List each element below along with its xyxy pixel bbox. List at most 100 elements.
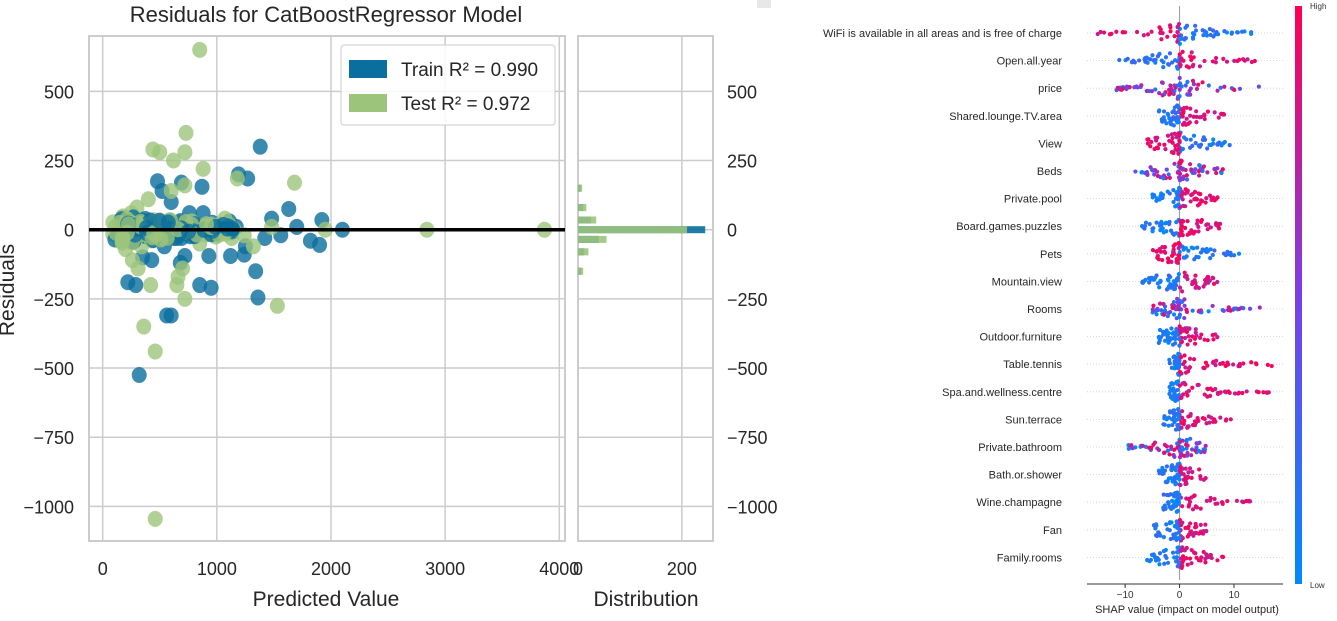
shap-dot <box>1155 281 1160 286</box>
shap-dot <box>1198 558 1203 563</box>
shap-dot <box>1183 525 1188 531</box>
shap-dot <box>1115 85 1120 90</box>
shap-dot <box>1152 553 1157 559</box>
shap-dot <box>1185 79 1190 84</box>
shap-dot <box>1145 32 1151 37</box>
colorbar-high-label: High <box>1310 2 1326 11</box>
shap-dot <box>1196 448 1201 453</box>
shap-dot <box>1135 85 1140 90</box>
shap-dot <box>1177 327 1182 332</box>
shap-dot <box>1247 306 1253 311</box>
shap-dot <box>1194 284 1199 289</box>
shap-dot <box>1133 169 1138 174</box>
shap-dot <box>1171 279 1176 284</box>
test-point <box>229 170 245 187</box>
shap-dot <box>1194 420 1199 425</box>
test-point <box>115 231 131 248</box>
shap-dot <box>1186 504 1191 509</box>
shap-dot <box>1178 521 1183 526</box>
shap-dot <box>1176 307 1181 312</box>
train-point <box>201 247 217 264</box>
shap-dot <box>1153 57 1158 63</box>
shap-dot <box>1171 312 1177 317</box>
residuals-x-tick-labels: 0 1000 2000 3000 4000 <box>98 559 580 579</box>
shap-dot <box>1168 536 1173 542</box>
x-tick-label: 0 <box>98 559 108 579</box>
shap-dot <box>1205 170 1210 175</box>
shap-dot <box>1202 366 1207 371</box>
shap-dot <box>1198 250 1204 255</box>
shap-dot <box>1169 150 1175 155</box>
shap-feature-labels: WiFi is available in all areas and is fr… <box>823 28 1063 564</box>
shap-dot <box>1179 425 1184 430</box>
shap-dot <box>1178 395 1183 401</box>
shap-dot <box>1180 409 1185 414</box>
shap-dot <box>1208 256 1213 261</box>
shap-dot <box>1170 285 1176 290</box>
shap-dot <box>1142 223 1148 229</box>
shap-dot <box>1166 423 1171 428</box>
shap-dot <box>1171 408 1176 413</box>
shap-dot <box>1176 116 1181 121</box>
shap-dot <box>1132 85 1137 90</box>
shap-dot <box>1188 113 1193 118</box>
shap-dot <box>1202 58 1207 64</box>
shap-dot <box>1158 196 1163 201</box>
shap-dot <box>1178 450 1183 456</box>
shap-dot <box>1154 249 1160 254</box>
test-point <box>130 260 146 277</box>
shap-dot <box>1177 343 1182 348</box>
shap-dot <box>1215 558 1220 563</box>
shap-dot <box>1165 335 1170 340</box>
shap-dot <box>1183 255 1188 260</box>
test-dist-bar <box>578 248 589 256</box>
shap-dot <box>1188 162 1193 167</box>
shap-dot <box>1149 139 1154 145</box>
shap-dot <box>1227 390 1232 395</box>
shap-dot <box>1219 170 1224 176</box>
shap-dot <box>1191 55 1196 60</box>
shap-dot <box>1197 201 1202 206</box>
shap-dot <box>1187 356 1193 361</box>
shap-dot <box>1213 386 1218 392</box>
shap-dot <box>1166 340 1171 345</box>
shap-dot <box>1176 545 1181 550</box>
shap-dot <box>1218 85 1223 90</box>
shap-dot <box>1136 58 1142 63</box>
shap-feature-label: Mountain.view <box>992 276 1062 288</box>
shap-dot <box>1215 501 1220 506</box>
shap-dot <box>1180 122 1186 127</box>
shap-dot <box>1228 417 1233 422</box>
shap-dot <box>1177 253 1182 258</box>
shap-dot <box>1227 143 1232 148</box>
test-point <box>175 260 191 277</box>
shap-dot <box>1200 137 1205 142</box>
shap-dot <box>1166 493 1171 498</box>
shap-dot <box>1171 123 1176 128</box>
y-tick-label: −750 <box>33 428 74 448</box>
shap-dot <box>1192 32 1197 37</box>
shap-dot <box>1109 31 1114 36</box>
shap-dot <box>1188 521 1193 526</box>
shap-dot <box>1265 362 1270 367</box>
shap-dot <box>1187 88 1192 93</box>
shap-dot <box>1196 229 1201 234</box>
shap-dot <box>1180 545 1185 550</box>
shap-dot <box>1205 109 1211 114</box>
shap-dot <box>1170 381 1175 387</box>
shap-dot <box>1173 147 1178 152</box>
shap-dot <box>1181 361 1186 367</box>
shap-dot <box>1221 56 1226 62</box>
shap-dot <box>1168 117 1173 122</box>
shap-dot <box>1224 59 1230 64</box>
shap-dot <box>1160 93 1165 98</box>
shap-dot <box>1193 140 1198 146</box>
shap-dot <box>1182 353 1187 358</box>
shap-dot <box>1184 439 1189 444</box>
shap-dot <box>1158 278 1163 283</box>
shap-dot <box>1171 187 1176 193</box>
shap-dot <box>1210 59 1216 64</box>
shap-dot <box>1205 146 1210 151</box>
shap-dot <box>1195 218 1200 223</box>
shap-dot <box>1162 450 1167 455</box>
